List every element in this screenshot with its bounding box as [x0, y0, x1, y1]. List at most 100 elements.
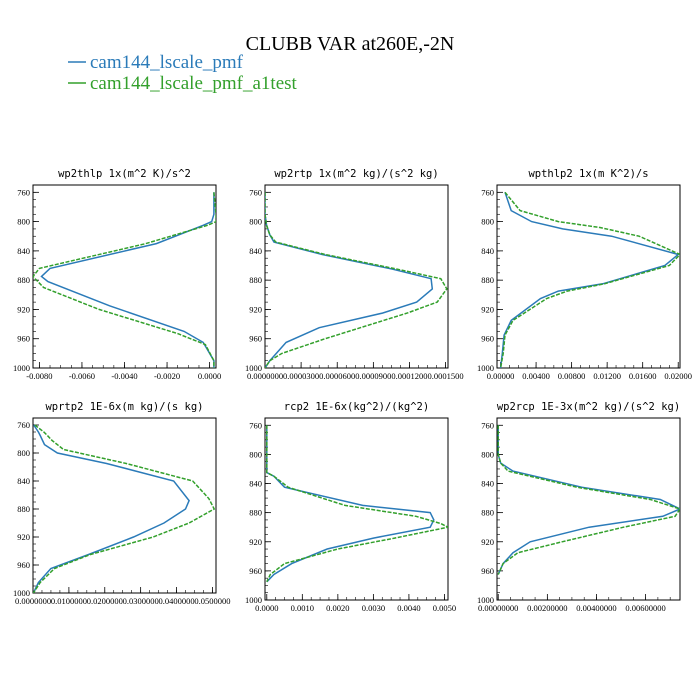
- x-tick-label: 0.0000: [255, 603, 278, 613]
- y-tick-label: 1000: [13, 363, 30, 373]
- x-tick-label: 0.01600: [629, 371, 657, 381]
- y-tick-label: 800: [249, 217, 262, 227]
- x-tick-label: 0.0100000: [51, 596, 87, 606]
- panel-wp2rcp: wp2rcp 1E-3x(m^2 kg)/(s^2 kg)760 800 840 88…: [477, 401, 681, 613]
- panel-title-wp2rcp: wp2rcp 1E-3x(m^2 kg)/(s^2 kg): [497, 401, 680, 413]
- panel-frame-wprtp2: [32, 417, 217, 594]
- x-tick-label: 0.0000: [198, 371, 221, 381]
- legend: cam144_lscale_pmf cam144_lscale_pmf_a1te…: [68, 52, 298, 94]
- panel-wp2thlp: wp2thlp 1x(m^2 K)/s^2 760 800 840 880 920 960 1…: [13, 168, 221, 381]
- y-tick-label: 840: [481, 479, 494, 489]
- y-tick-label: 760: [249, 187, 262, 197]
- panel-wpthlp2: wpthlp2 1x(m K^2)/s 760 800 840 880 920 960 100…: [477, 168, 692, 381]
- y-tick-label: 840: [17, 476, 30, 486]
- panel-title-wprtp2: wprtp2 1E-6x(m kg)/(s kg): [45, 401, 203, 413]
- x-tick-label: 0.00600000: [625, 603, 665, 613]
- panel-frame-wp2rtp: [264, 184, 449, 369]
- series-line-wprtp2-pmf: [33, 424, 190, 593]
- panel-wp2rtp: wp2rtp 1x(m^2 kg)/(s^2 kg) 760 800 840 880 92…: [245, 168, 464, 381]
- x-tick-label: 0.0000900: [355, 371, 391, 381]
- y-tick-label: 1000: [245, 595, 262, 605]
- y-tick-label: 880: [249, 508, 262, 518]
- y-tick-label: 800: [249, 449, 262, 459]
- x-tick-label: 0.0200000: [87, 596, 123, 606]
- y-tick-label: 880: [481, 275, 494, 285]
- panel-frame-rcp2: [264, 417, 449, 601]
- x-tick-label: 0.01200: [593, 371, 621, 381]
- panel-title-wp2thlp: wp2thlp 1x(m^2 K)/s^2: [58, 168, 191, 180]
- y-tick-label: 920: [481, 304, 494, 314]
- y-tick-label: 760: [249, 420, 262, 430]
- series-line-wp2rtp-pmf: [265, 192, 434, 368]
- x-tick-label: 0.0001500: [428, 371, 464, 381]
- panel-frame-wpthlp2: [496, 184, 681, 369]
- y-tick-label: 800: [17, 217, 30, 227]
- x-tick-label: 0.0000000: [247, 371, 283, 381]
- x-tick-label: 0.02000: [664, 371, 692, 381]
- x-tick-label: 0.0020: [326, 603, 349, 613]
- y-tick-label: 760: [481, 187, 494, 197]
- y-tick-label: 960: [481, 334, 494, 344]
- x-tick-label: 0.0300000: [123, 596, 159, 606]
- y-tick-label: 960: [17, 560, 30, 570]
- series-line-wp2rcp-pmf: [497, 425, 680, 575]
- x-tick-label: 0.00800: [558, 371, 586, 381]
- series-line-wprtp2-a1test: [33, 424, 216, 593]
- y-tick-label: 840: [17, 246, 30, 256]
- series-line-wp2thlp-a1test: [33, 192, 216, 368]
- y-tick-label: 920: [17, 304, 30, 314]
- y-tick-label: 1000: [477, 363, 494, 373]
- y-tick-label: 760: [481, 420, 494, 430]
- y-tick-label: 880: [481, 508, 494, 518]
- x-tick-label: 0.0001200: [391, 371, 427, 381]
- x-tick-label: 0.00000000: [478, 603, 518, 613]
- series-line-rcp2-a1test: [266, 425, 448, 583]
- panel-title-wpthlp2: wpthlp2 1x(m K^2)/s: [528, 168, 648, 180]
- x-tick-label: 0.00000: [487, 371, 515, 381]
- y-tick-label: 920: [17, 532, 30, 542]
- y-tick-label: 960: [481, 566, 494, 576]
- series-line-wpthlp2-a1test: [499, 191, 680, 368]
- y-tick-label: 920: [249, 537, 262, 547]
- y-tick-label: 920: [481, 537, 494, 547]
- x-tick-label: 0.0010: [291, 603, 314, 613]
- y-tick-label: 1000: [477, 595, 494, 605]
- x-tick-label: -0.0060: [69, 371, 95, 381]
- x-tick-label: 0.0000600: [319, 371, 355, 381]
- x-tick-label: 0.0030: [362, 603, 385, 613]
- y-tick-label: 840: [249, 479, 262, 489]
- x-tick-label: 0.0400000: [158, 596, 194, 606]
- x-tick-label: -0.0080: [26, 371, 52, 381]
- x-tick-label: 0.00400000: [576, 603, 616, 613]
- x-tick-label: 0.0000000: [15, 596, 51, 606]
- y-tick-label: 800: [481, 217, 494, 227]
- y-tick-label: 960: [249, 566, 262, 576]
- figure-title: CLUBB VAR at260E,-2N: [246, 33, 455, 55]
- y-tick-label: 760: [17, 420, 30, 430]
- legend-label-cam144-lscale-pmf-a1test: cam144_lscale_pmf_a1test: [90, 73, 298, 94]
- y-tick-label: 800: [17, 448, 30, 458]
- y-tick-label: 880: [17, 504, 30, 514]
- series-line-wpthlp2-pmf: [499, 192, 680, 368]
- y-tick-label: 880: [249, 275, 262, 285]
- y-tick-label: 840: [481, 246, 494, 256]
- y-tick-label: 920: [249, 304, 262, 314]
- y-tick-label: 960: [17, 334, 30, 344]
- y-tick-label: 760: [17, 187, 30, 197]
- y-tick-label: 1000: [245, 363, 262, 373]
- series-line-wp2thlp-pmf: [40, 192, 215, 368]
- x-tick-label: 0.0000300: [283, 371, 319, 381]
- panel-rcp2: rcp2 1E-6x(kg^2)/(kg^2) 760 800 840 880 920 96…: [245, 401, 456, 613]
- x-tick-label: 0.00400: [522, 371, 550, 381]
- y-tick-label: 880: [17, 275, 30, 285]
- series-line-wp2rcp-a1test: [497, 425, 680, 575]
- panel-frame-wp2rcp: [496, 417, 681, 601]
- x-tick-label: -0.0020: [154, 371, 180, 381]
- panel-wprtp2: wprtp2 1E-6x(m kg)/(s kg) 760 800 840 880 920…: [13, 401, 230, 606]
- panel-frame-wp2thlp: [32, 184, 217, 369]
- y-tick-label: 960: [249, 334, 262, 344]
- panel-title-wp2rtp: wp2rtp 1x(m^2 kg)/(s^2 kg): [274, 168, 438, 180]
- series-line-rcp2-pmf: [266, 425, 435, 583]
- panel-title-rcp2: rcp2 1E-6x(kg^2)/(kg^2): [284, 401, 429, 413]
